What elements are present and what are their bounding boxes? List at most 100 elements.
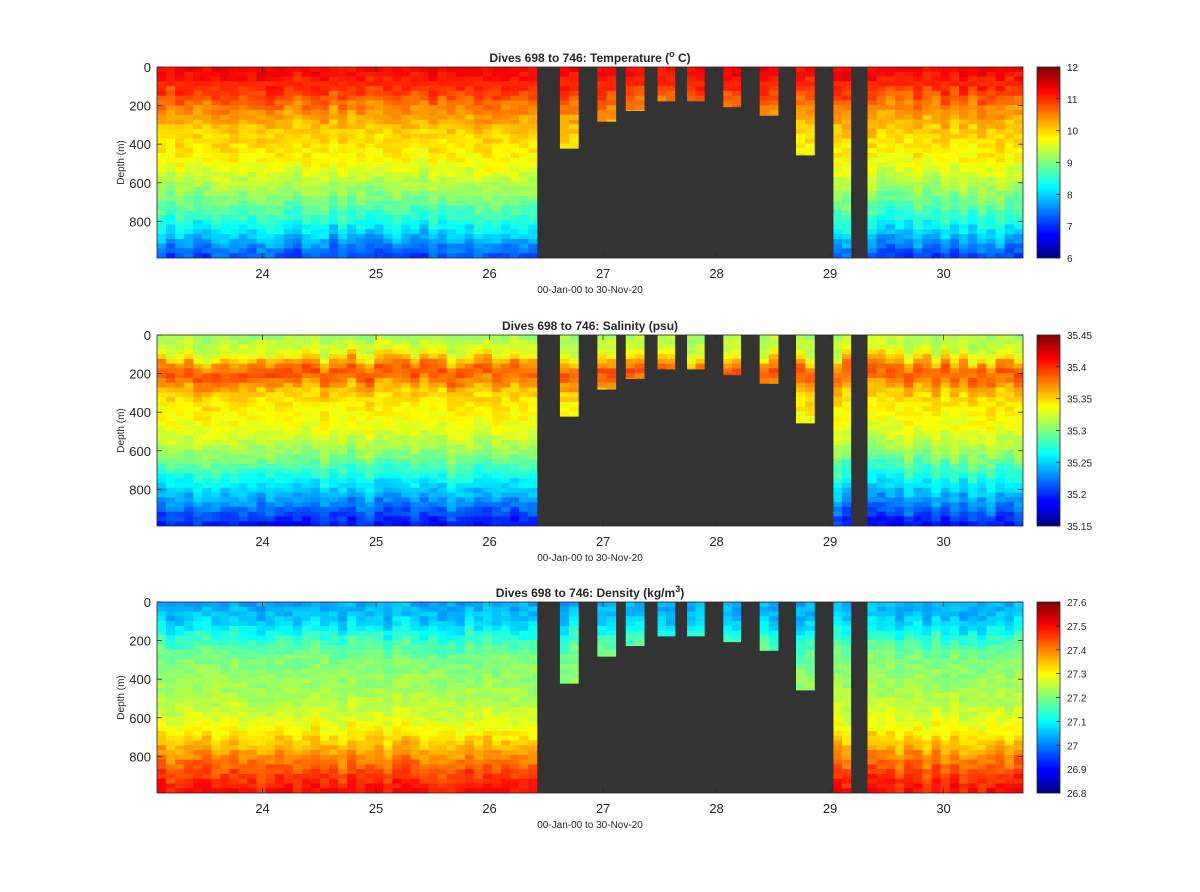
dive-profile	[597, 602, 617, 657]
axes-frame	[156, 601, 1024, 794]
x-tick-label: 30	[936, 534, 950, 549]
heatmap-cells	[157, 602, 538, 793]
x-tick-label: 27	[596, 534, 610, 549]
colorbar-tick-label: 27.5	[1067, 622, 1087, 633]
dive-profile	[657, 602, 676, 637]
dive-profile	[796, 335, 815, 424]
x-tick-label: 30	[936, 266, 950, 281]
colorbar-tick-label: 10	[1067, 127, 1079, 138]
y-tick-label: 0	[144, 328, 151, 343]
dive-profile	[597, 67, 617, 122]
y-tick-label: 200	[129, 367, 151, 382]
dive-profile	[625, 335, 645, 380]
colorbar-tick-label: 35.25	[1067, 458, 1092, 469]
x-tick-label: 28	[709, 534, 723, 549]
colorbar-tick-label: 35.15	[1067, 522, 1092, 533]
x-tick-label: 30	[936, 801, 950, 816]
colorbar-tick-label: 11	[1067, 95, 1078, 106]
panel-2: 24 25 26 27 28 29 30 0 200 400 600 800 Dives 698 to …	[116, 319, 1092, 564]
y-tick-label: 800	[129, 482, 151, 497]
colorbar-tick-label: 35.35	[1067, 395, 1092, 406]
colorbar-tick-label: 12	[1067, 63, 1079, 74]
x-axis-label: 00-Jan-00 to 30-Nov-20	[537, 553, 643, 564]
y-tick-label: 0	[144, 60, 151, 75]
colorbar-tick-label: 26.8	[1067, 789, 1087, 800]
dive-profile	[723, 335, 741, 376]
y-axis-label: Depth (m)	[116, 140, 127, 184]
dive-profile	[759, 335, 779, 384]
colorbar-tick-label: 9	[1067, 159, 1073, 170]
y-tick-label: 600	[129, 444, 151, 459]
panel-1: 24 25 26 27 28 29 30 0 200 400 600 800 Dives 698 to …	[116, 49, 1079, 296]
dive-profile	[687, 67, 705, 102]
dive-profile	[833, 602, 852, 793]
colorbar-tick-label: 6	[1067, 254, 1073, 265]
x-axis-label: 00-Jan-00 to 30-Nov-20	[537, 820, 643, 831]
x-tick-label: 25	[369, 266, 383, 281]
colorbar-tick-label: 27.2	[1067, 694, 1087, 705]
y-axis-label: Depth (m)	[116, 408, 127, 452]
y-axis-label: Depth (m)	[116, 675, 127, 719]
y-tick-label: 800	[129, 214, 151, 229]
dive-profile	[687, 602, 705, 637]
colorbar-tick-label: 26.9	[1067, 765, 1087, 776]
dive-profile	[833, 67, 852, 258]
x-tick-label: 25	[369, 534, 383, 549]
dive-profile	[723, 67, 741, 108]
colorbar-tick-label: 35.2	[1067, 490, 1087, 501]
colorbar-tick-label: 35.3	[1067, 427, 1087, 438]
x-tick-label: 28	[709, 801, 723, 816]
dive-profile	[867, 67, 1023, 258]
panel-3: 24 25 26 27 28 29 30 0 200 400 600 800 Dives 698 to …	[116, 584, 1087, 831]
plot-area	[157, 602, 1023, 793]
y-tick-label: 800	[129, 749, 151, 764]
dive-profile	[867, 335, 1023, 526]
colorbar-tick-label: 27.3	[1067, 670, 1087, 681]
y-tick-label: 600	[129, 176, 151, 191]
dive-profile	[597, 335, 617, 390]
colorbar-tick-label: 27.4	[1067, 646, 1087, 657]
x-tick-label: 24	[255, 534, 269, 549]
dive-profile	[657, 335, 676, 370]
dive-profile	[796, 602, 815, 691]
dive-profile	[559, 67, 579, 149]
dive-profile	[559, 602, 579, 684]
colorbar-tick-label: 27.6	[1067, 598, 1087, 609]
dive-profile	[759, 602, 779, 651]
colorbar-tick-label: 35.4	[1067, 363, 1087, 374]
x-tick-label: 28	[709, 266, 723, 281]
colorbar-tick-label: 8	[1067, 190, 1073, 201]
plot-area	[157, 335, 1023, 526]
panel-title: Dives 698 to 746: Density (kg/m3)	[496, 584, 684, 600]
y-tick-label: 400	[129, 137, 151, 152]
x-tick-label: 24	[255, 266, 269, 281]
y-tick-label: 0	[144, 595, 151, 610]
dive-profile	[759, 67, 779, 116]
y-tick-label: 200	[129, 634, 151, 649]
x-tick-label: 26	[482, 801, 496, 816]
dive-profile	[559, 335, 579, 417]
colorbar-tick-label: 7	[1067, 222, 1073, 233]
heatmap-cells	[157, 335, 538, 526]
x-tick-label: 29	[823, 534, 837, 549]
dive-profile	[833, 335, 852, 526]
colorbar-tick-label: 27.1	[1067, 717, 1087, 728]
panel-title: Dives 698 to 746: Salinity (psu)	[502, 319, 678, 333]
y-tick-label: 400	[129, 405, 151, 420]
x-tick-label: 27	[596, 801, 610, 816]
colorbar-tick-label: 27	[1067, 741, 1079, 752]
x-axis-label: 00-Jan-00 to 30-Nov-20	[537, 285, 643, 296]
plot-area	[157, 67, 1023, 258]
dive-profile	[657, 67, 676, 102]
colorbar-tick-label: 35.45	[1067, 331, 1092, 342]
x-tick-label: 26	[482, 266, 496, 281]
dive-profile	[687, 335, 705, 370]
axes-frame	[156, 334, 1024, 527]
dive-profile	[796, 67, 815, 156]
x-tick-label: 29	[823, 266, 837, 281]
x-tick-label: 26	[482, 534, 496, 549]
heatmap-cells	[157, 67, 538, 258]
y-tick-label: 200	[129, 99, 151, 114]
x-tick-label: 27	[596, 266, 610, 281]
